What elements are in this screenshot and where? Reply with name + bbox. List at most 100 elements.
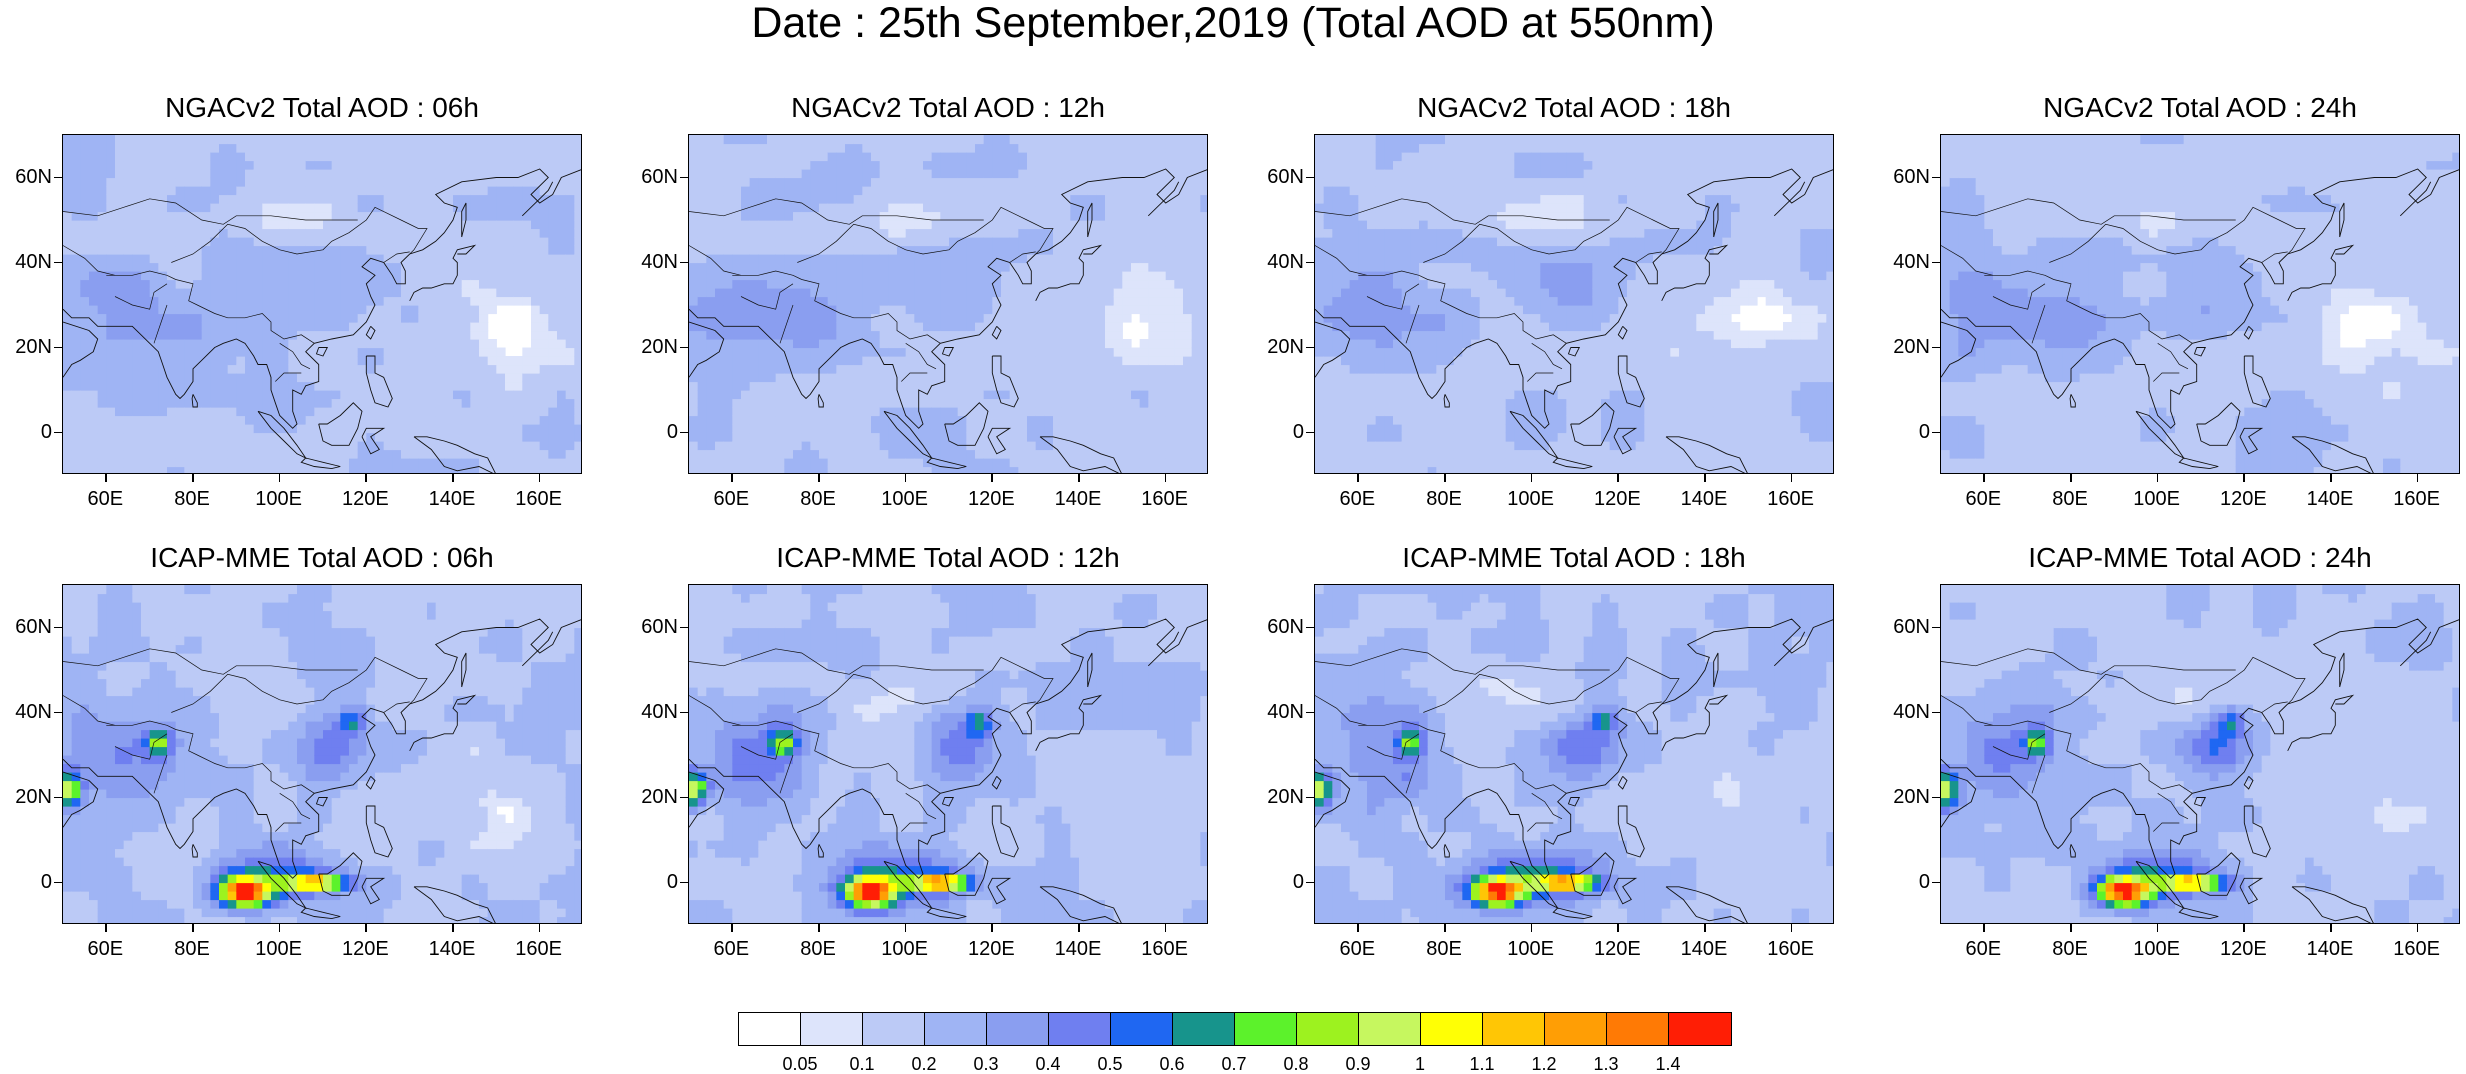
aod-cell: [375, 390, 384, 399]
aod-cell: [1018, 288, 1027, 297]
aod-cell: [566, 331, 575, 340]
aod-cell: [1044, 348, 1053, 357]
aod-cell: [228, 373, 237, 382]
aod-cell: [306, 237, 315, 246]
aod-cell: [470, 390, 479, 399]
aod-cell: [992, 416, 1001, 425]
aod-cell: [540, 348, 549, 357]
aod-cell: [1324, 365, 1333, 374]
aod-cell: [280, 297, 289, 306]
aod-cell: [1070, 152, 1079, 161]
aod-cell: [418, 339, 427, 348]
aod-cell: [288, 263, 297, 272]
aod-cell: [427, 212, 436, 221]
aod-cell: [1070, 305, 1079, 314]
aod-cell: [1044, 203, 1053, 212]
aod-cell: [375, 322, 384, 331]
aod-cell: [715, 433, 724, 442]
aod-cell: [566, 373, 575, 382]
aod-cell: [1192, 458, 1201, 467]
aod-cell: [1148, 152, 1157, 161]
aod-cell: [557, 390, 566, 399]
aod-cell: [245, 195, 254, 204]
aod-cell: [349, 314, 358, 323]
aod-cell: [444, 322, 453, 331]
aod-cell: [98, 356, 107, 365]
aod-cell: [470, 331, 479, 340]
panel-title: NGACv2 Total AOD : 12h: [658, 92, 1238, 124]
aod-cell: [1174, 271, 1183, 280]
aod-cell: [724, 382, 733, 391]
aod-cell: [453, 237, 462, 246]
aod-cell: [505, 169, 514, 178]
aod-cell: [158, 271, 167, 280]
aod-cell: [132, 186, 141, 195]
aod-cell: [219, 161, 228, 170]
aod-cell: [106, 220, 115, 229]
aod-cell: [1200, 297, 1208, 306]
aod-cell: [106, 246, 115, 255]
aod-cell: [548, 399, 557, 408]
aod-cell: [488, 399, 497, 408]
aod-cell: [106, 458, 115, 467]
aod-cell: [880, 271, 889, 280]
aod-cell: [914, 280, 923, 289]
aod-cell: [566, 407, 575, 416]
aod-cell: [574, 237, 582, 246]
aod-cell: [1140, 441, 1149, 450]
aod-cell: [1062, 263, 1071, 272]
aod-cell: [176, 441, 185, 450]
aod-cell: [1018, 178, 1027, 187]
aod-cell: [715, 144, 724, 153]
aod-cell: [897, 169, 906, 178]
aod-cell: [880, 280, 889, 289]
aod-cell: [323, 271, 332, 280]
aod-cell: [358, 373, 367, 382]
aod-cell: [479, 237, 488, 246]
aod-cell: [332, 195, 341, 204]
aod-cell: [219, 144, 228, 153]
aod-cell: [1088, 407, 1097, 416]
aod-cell: [236, 339, 245, 348]
aod-cell: [306, 229, 315, 238]
aod-cell: [531, 263, 540, 272]
aod-cell: [115, 152, 124, 161]
aod-cell: [888, 254, 897, 263]
aod-map: [688, 134, 1208, 474]
aod-cell: [914, 186, 923, 195]
aod-cell: [522, 271, 531, 280]
aod-cell: [932, 390, 941, 399]
aod-cell: [236, 246, 245, 255]
aod-cell: [958, 203, 967, 212]
aod-cell: [975, 161, 984, 170]
aod-cell: [1096, 169, 1105, 178]
aod-cell: [784, 212, 793, 221]
aod-cell: [384, 212, 393, 221]
aod-cell: [1053, 424, 1062, 433]
aod-cell: [202, 135, 211, 144]
aod-cell: [488, 450, 497, 459]
aod-cell: [741, 424, 750, 433]
aod-cell: [1027, 305, 1036, 314]
aod-cell: [332, 399, 341, 408]
aod-cell: [1062, 161, 1071, 170]
aod-cell: [741, 399, 750, 408]
aod-cell: [1001, 373, 1010, 382]
aod-cell: [436, 169, 445, 178]
aod-cell: [392, 458, 401, 467]
aod-cell: [358, 458, 367, 467]
aod-cell: [505, 263, 514, 272]
aod-cell: [566, 203, 575, 212]
aod-cell: [975, 152, 984, 161]
aod-cell: [193, 178, 202, 187]
aod-cell: [992, 229, 1001, 238]
aod-cell: [340, 220, 349, 229]
aod-cell: [1315, 356, 1324, 365]
aod-cell: [724, 263, 733, 272]
aod-cell: [828, 186, 837, 195]
aod-cell: [888, 135, 897, 144]
aod-cell: [323, 441, 332, 450]
aod-cell: [689, 433, 698, 442]
aod-cell: [836, 144, 845, 153]
aod-cell: [488, 195, 497, 204]
